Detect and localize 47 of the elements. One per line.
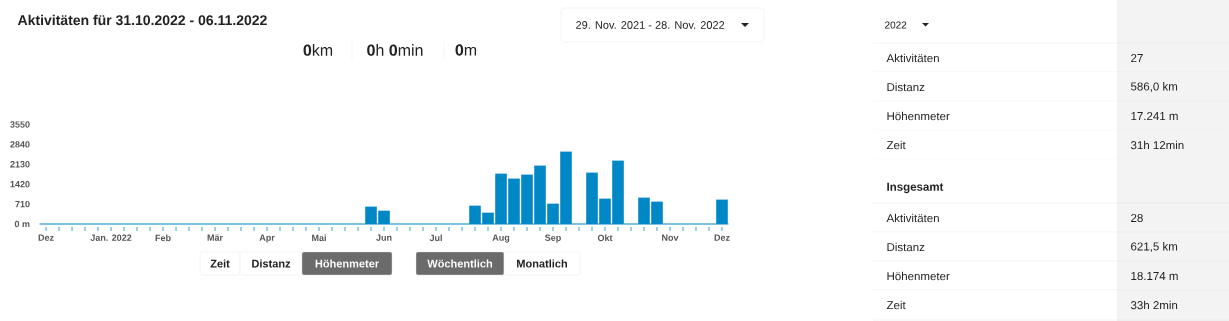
x-tick-label: Aug: [492, 234, 510, 243]
text: Höhenmeter: [887, 271, 950, 281]
text: 18.174 m: [1131, 271, 1178, 281]
x-tick-label: Jan. 2022: [90, 234, 132, 241]
text: 17.241 m: [1131, 111, 1178, 121]
text: Monatlich: [517, 259, 567, 268]
text: 0km: [303, 44, 333, 56]
text: 0m: [455, 44, 477, 56]
text: Höhenmeter: [887, 111, 950, 121]
text: Zeit: [886, 140, 906, 150]
text: Aktivitäten: [886, 213, 939, 223]
x-tick-label: Feb: [155, 234, 171, 242]
text: 586,0 km: [1130, 82, 1178, 92]
text: 2022: [885, 21, 907, 29]
y-tick-label: 0 m: [14, 220, 30, 228]
x-tick-label: Dez: [38, 234, 54, 241]
text: 28: [1131, 213, 1143, 223]
x-tick-label: Sep: [545, 234, 561, 243]
y-tick-label: 2130: [10, 161, 30, 168]
x-tick-label: Mär: [207, 234, 223, 241]
y-tick-label: 710: [15, 200, 30, 208]
x-tick-label: Jun: [376, 234, 392, 241]
x-tick-label: Nov: [662, 234, 679, 241]
text: Insgesamt: [887, 182, 944, 194]
x-tick-label: Apr: [259, 234, 275, 243]
chart-title: Aktivitäten für 31.10.2022 - 06.11.2022: [17, 14, 267, 26]
text: 29. Nov. 2021 - 28. Nov. 2022: [576, 21, 725, 29]
text: Distanz: [887, 82, 925, 92]
text: 27: [1131, 53, 1143, 63]
text: Wöchentlich: [427, 259, 493, 268]
y-tick-label: 2840: [10, 141, 30, 148]
text: 31h 12min: [1130, 140, 1184, 150]
text: Aktivitäten: [886, 53, 939, 63]
text: 33h 2min: [1130, 300, 1178, 310]
y-tick-label: 3550: [10, 121, 30, 128]
x-tick-label: Dez: [714, 234, 730, 241]
text: Höhenmeter: [315, 259, 379, 268]
y-tick-label: 1420: [10, 181, 30, 188]
text: Distanz: [252, 259, 291, 268]
text: 0h 0min: [367, 44, 423, 56]
text: Zeit: [210, 259, 230, 268]
x-tick-label: Okt: [597, 234, 613, 242]
text: Distanz: [887, 242, 925, 252]
text: Zeit: [886, 300, 906, 310]
text: 621,5 km: [1131, 242, 1178, 252]
x-tick-label: Mai: [312, 234, 326, 242]
x-tick-label: Jul: [429, 234, 442, 242]
